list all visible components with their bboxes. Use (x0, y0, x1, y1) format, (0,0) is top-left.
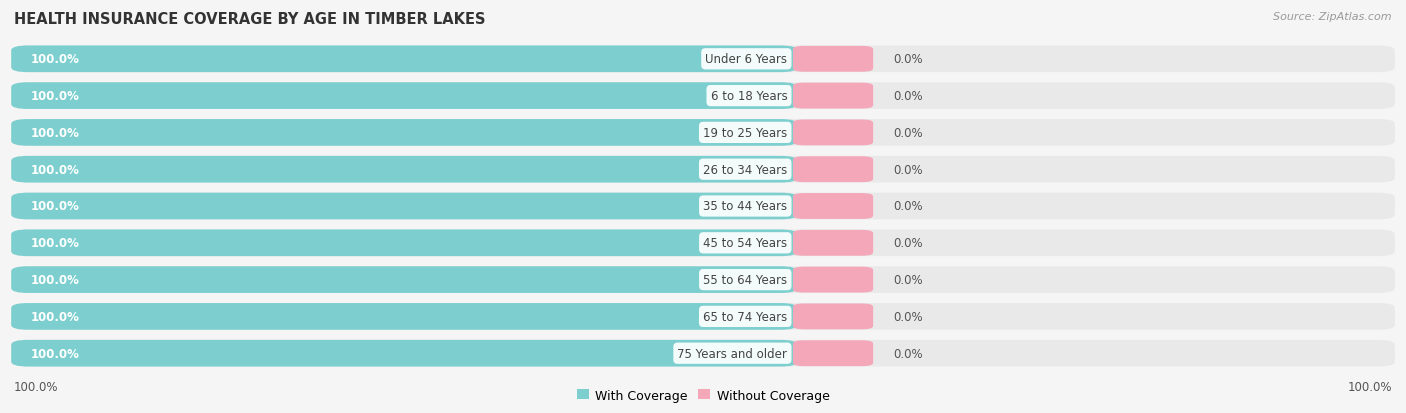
FancyBboxPatch shape (11, 230, 797, 256)
Text: 100.0%: 100.0% (31, 163, 80, 176)
FancyBboxPatch shape (793, 230, 873, 256)
FancyBboxPatch shape (793, 304, 873, 330)
Text: HEALTH INSURANCE COVERAGE BY AGE IN TIMBER LAKES: HEALTH INSURANCE COVERAGE BY AGE IN TIMB… (14, 12, 485, 27)
FancyBboxPatch shape (11, 230, 1395, 256)
Text: 0.0%: 0.0% (893, 127, 922, 140)
Text: 19 to 25 Years: 19 to 25 Years (703, 127, 787, 140)
FancyBboxPatch shape (793, 120, 873, 146)
Text: 0.0%: 0.0% (893, 310, 922, 323)
FancyBboxPatch shape (11, 157, 797, 183)
Text: 100.0%: 100.0% (31, 273, 80, 286)
Text: 100.0%: 100.0% (31, 237, 80, 250)
Text: Under 6 Years: Under 6 Years (706, 53, 787, 66)
FancyBboxPatch shape (11, 83, 1395, 110)
Text: 65 to 74 Years: 65 to 74 Years (703, 310, 787, 323)
Text: 100.0%: 100.0% (31, 310, 80, 323)
FancyBboxPatch shape (11, 267, 797, 293)
Text: 35 to 44 Years: 35 to 44 Years (703, 200, 787, 213)
FancyBboxPatch shape (793, 83, 873, 109)
FancyBboxPatch shape (793, 267, 873, 293)
Text: 100.0%: 100.0% (31, 53, 80, 66)
Text: 0.0%: 0.0% (893, 53, 922, 66)
Text: 55 to 64 Years: 55 to 64 Years (703, 273, 787, 286)
FancyBboxPatch shape (793, 157, 873, 183)
Text: 100.0%: 100.0% (31, 127, 80, 140)
Text: 0.0%: 0.0% (893, 200, 922, 213)
FancyBboxPatch shape (11, 303, 1395, 330)
FancyBboxPatch shape (11, 267, 1395, 293)
Text: 100.0%: 100.0% (31, 90, 80, 103)
FancyBboxPatch shape (11, 46, 1395, 73)
Text: 45 to 54 Years: 45 to 54 Years (703, 237, 787, 250)
FancyBboxPatch shape (793, 47, 873, 73)
FancyBboxPatch shape (11, 120, 1395, 146)
FancyBboxPatch shape (11, 340, 797, 367)
FancyBboxPatch shape (793, 340, 873, 366)
FancyBboxPatch shape (11, 193, 797, 220)
FancyBboxPatch shape (11, 157, 1395, 183)
Text: 0.0%: 0.0% (893, 237, 922, 250)
Text: 26 to 34 Years: 26 to 34 Years (703, 163, 787, 176)
FancyBboxPatch shape (11, 193, 1395, 220)
FancyBboxPatch shape (11, 83, 797, 110)
Text: 75 Years and older: 75 Years and older (678, 347, 787, 360)
Legend: With Coverage, Without Coverage: With Coverage, Without Coverage (572, 384, 834, 407)
FancyBboxPatch shape (11, 46, 797, 73)
FancyBboxPatch shape (11, 340, 1395, 367)
FancyBboxPatch shape (11, 303, 797, 330)
Text: 100.0%: 100.0% (1347, 380, 1392, 393)
Text: 6 to 18 Years: 6 to 18 Years (710, 90, 787, 103)
FancyBboxPatch shape (793, 194, 873, 219)
Text: 0.0%: 0.0% (893, 347, 922, 360)
Text: Source: ZipAtlas.com: Source: ZipAtlas.com (1274, 12, 1392, 22)
Text: 0.0%: 0.0% (893, 163, 922, 176)
Text: 100.0%: 100.0% (14, 380, 59, 393)
Text: 0.0%: 0.0% (893, 273, 922, 286)
Text: 100.0%: 100.0% (31, 347, 80, 360)
Text: 0.0%: 0.0% (893, 90, 922, 103)
FancyBboxPatch shape (11, 120, 797, 146)
Text: 100.0%: 100.0% (31, 200, 80, 213)
